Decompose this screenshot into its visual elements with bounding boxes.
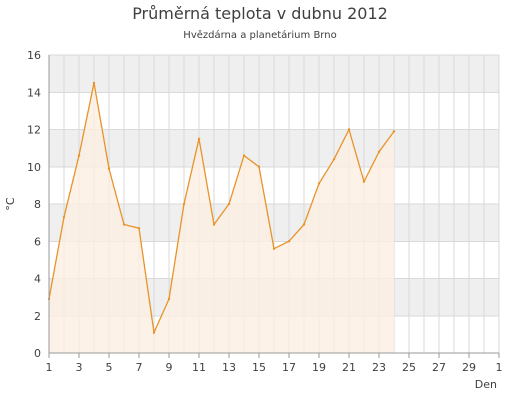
data-point [377, 150, 381, 154]
data-point [212, 223, 216, 226]
x-tick-label: 7 [136, 361, 143, 374]
data-point [287, 240, 291, 243]
x-tick-label: 1 [496, 361, 503, 374]
data-point [362, 180, 366, 183]
x-tick-label: 5 [106, 361, 113, 374]
data-point [77, 154, 81, 157]
y-tick-label: 6 [34, 235, 41, 248]
y-tick-label: 0 [34, 347, 41, 360]
x-tick-label: 29 [462, 361, 476, 374]
chart-title: Průměrná teplota v dubnu 2012 [132, 4, 388, 23]
data-point [317, 182, 321, 185]
y-tick-label: 2 [34, 310, 41, 323]
y-tick-label: 8 [34, 198, 41, 211]
x-axis-label: Den [475, 378, 497, 391]
data-point [137, 227, 141, 230]
data-point [227, 202, 231, 206]
y-tick-label: 10 [27, 161, 41, 174]
data-point [182, 202, 186, 206]
y-tick-label: 4 [34, 273, 41, 286]
data-point [167, 297, 171, 301]
x-tick-label: 9 [166, 361, 173, 374]
data-point [197, 137, 201, 141]
x-tick-label: 11 [192, 361, 206, 374]
x-tick-label: 21 [342, 361, 356, 374]
data-point [92, 81, 96, 85]
y-tick-label: 12 [27, 124, 41, 137]
x-tick-label: 19 [312, 361, 326, 374]
y-tick-label: 16 [27, 49, 41, 62]
data-point [107, 167, 111, 170]
x-tick-label: 25 [402, 361, 416, 374]
x-tick-label: 17 [282, 361, 296, 374]
chart-subtitle: Hvězdárna a planetárium Brno [183, 30, 337, 41]
data-point [242, 154, 246, 157]
x-tick-label: 13 [222, 361, 236, 374]
x-tick-label: 3 [76, 361, 83, 374]
data-point [152, 331, 156, 334]
x-tick-label: 15 [252, 361, 266, 374]
data-point [332, 158, 336, 161]
data-point [392, 130, 396, 133]
x-tick-label: 23 [372, 361, 386, 374]
series-area [49, 82, 394, 353]
data-point [62, 215, 66, 219]
series-line [48, 82, 395, 335]
y-axis-label: °C [4, 197, 17, 211]
x-tick-label: 27 [432, 361, 446, 374]
x-tick-label: 1 [46, 361, 53, 374]
data-point [347, 128, 351, 131]
data-point [302, 223, 306, 226]
y-tick-label: 14 [27, 86, 41, 99]
data-point [122, 223, 126, 226]
data-point [272, 247, 276, 250]
data-point [257, 165, 261, 168]
